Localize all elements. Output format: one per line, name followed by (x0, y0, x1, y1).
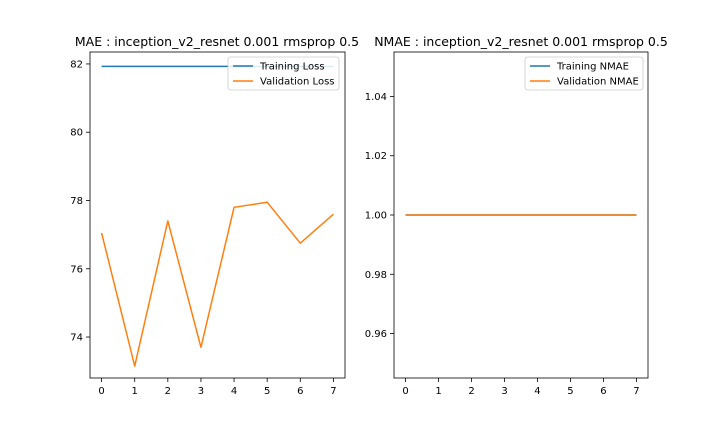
x-tick-label: 5 (264, 386, 270, 397)
x-tick-label: 2 (165, 386, 171, 397)
y-tick-label: 80 (70, 128, 83, 139)
series-line (100, 201, 334, 367)
x-tick-label: 1 (132, 386, 138, 397)
y-tick-label: 76 (70, 264, 83, 275)
x-tick-label: 5 (567, 386, 573, 397)
x-tick-label: 7 (633, 386, 639, 397)
x-tick-label: 7 (330, 386, 336, 397)
x-tick-label: 0 (402, 386, 408, 397)
x-tick-label: 4 (231, 386, 237, 397)
plot-frame (89, 51, 346, 379)
x-tick-label: 3 (198, 386, 204, 397)
y-tick-label: 78 (70, 196, 83, 207)
legend-label: Validation Loss (260, 77, 335, 88)
x-tick-label: 2 (468, 386, 474, 397)
x-tick-label: 1 (435, 386, 441, 397)
legend: Training NMAE Validation NMAE (524, 56, 644, 91)
y-tick-label: 1.00 (365, 211, 387, 222)
plot-frame (393, 51, 649, 379)
legend-box (524, 56, 644, 91)
y-tick-label: 0.96 (365, 329, 387, 340)
y-tick-label: 1.02 (365, 151, 387, 162)
legend-label: Training Loss (259, 62, 325, 73)
legend: Training Loss Validation Loss (227, 56, 340, 91)
legend-label: Validation NMAE (557, 77, 639, 88)
y-tick-label: 1.04 (365, 92, 387, 103)
x-tick-label: 3 (501, 386, 507, 397)
legend-label: Training NMAE (556, 62, 629, 73)
x-tick-label: 4 (534, 386, 540, 397)
chart-title: NMAE : inception_v2_resnet 0.001 rmsprop… (374, 34, 668, 49)
y-tick-label: 82 (70, 59, 83, 70)
x-tick-label: 6 (297, 386, 303, 397)
chart-panel-nmae: NMAE : inception_v2_resnet 0.001 rmsprop… (365, 34, 668, 397)
legend-box (227, 56, 340, 91)
x-tick-label: 0 (98, 386, 104, 397)
chart-title: MAE : inception_v2_resnet 0.001 rmsprop … (75, 34, 359, 49)
y-tick-label: 74 (70, 333, 83, 344)
y-tick-label: 0.98 (365, 270, 387, 281)
x-tick-label: 6 (600, 386, 606, 397)
chart-panel-mae: MAE : inception_v2_resnet 0.001 rmsprop … (70, 34, 359, 397)
